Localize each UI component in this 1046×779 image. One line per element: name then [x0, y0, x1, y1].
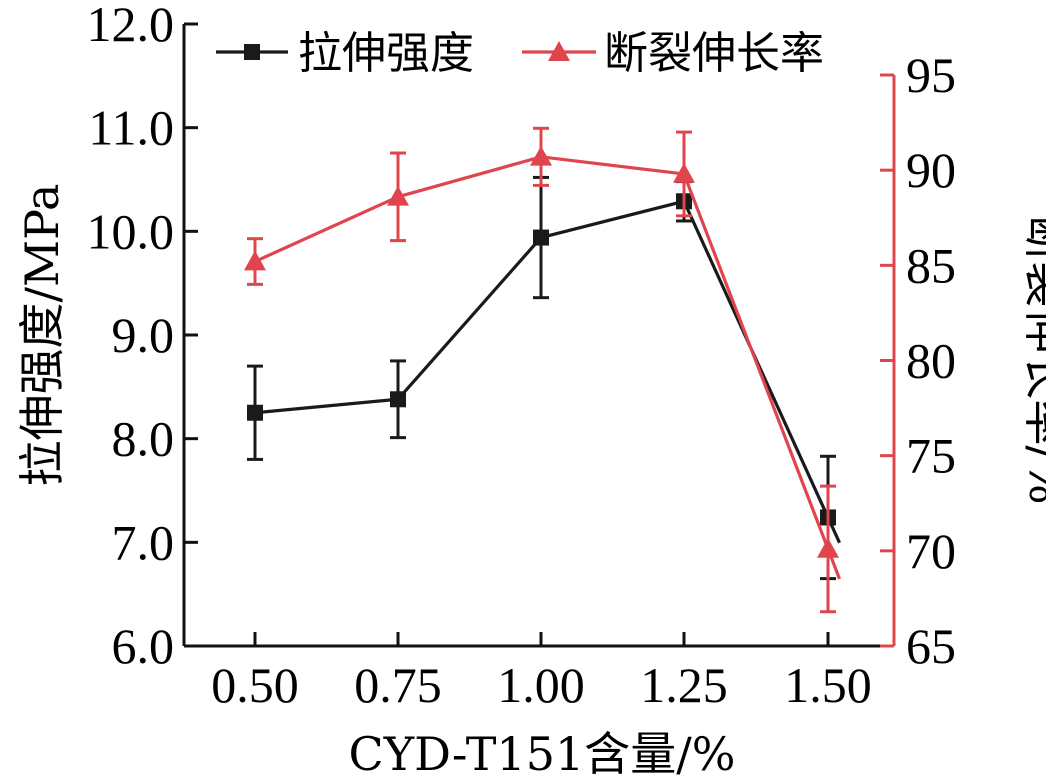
x-tick-label: 0.75: [354, 657, 442, 713]
data-point-triangle: [817, 537, 839, 558]
left-y-tick-label: 6.0: [112, 618, 175, 674]
x-axis-title: CYD-T151含量/%: [349, 727, 736, 779]
series-group: [244, 126, 842, 614]
legend-marker-triangle: [548, 41, 570, 61]
data-point-triangle: [530, 145, 552, 166]
x-tick-label: 1.00: [497, 657, 585, 713]
right-y-ticks: 65 70 75 80 85 90 95: [880, 47, 956, 674]
right-y-tick-label: 85: [906, 237, 956, 293]
legend: 拉伸强度 断裂伸长率: [216, 28, 824, 79]
left-y-tick-label: 9.0: [112, 307, 175, 363]
series-line: [254, 199, 841, 544]
series-elongation: [244, 126, 842, 614]
left-y-tick-label: 8.0: [112, 411, 175, 467]
left-y-axis-title: 拉伸强度/MPa: [15, 184, 69, 487]
x-tick-label: 1.25: [640, 657, 728, 713]
legend-marker-square: [244, 44, 260, 60]
left-y-tick-label: 12.0: [87, 0, 175, 52]
left-y-tick-label: 10.0: [87, 203, 175, 259]
right-y-tick-label: 75: [906, 428, 956, 484]
data-point-triangle: [244, 250, 266, 271]
right-y-axis-title: 断裂伸长率/%: [1019, 215, 1046, 504]
series-line: [254, 155, 842, 580]
right-y-tick-label: 65: [906, 618, 956, 674]
right-y-tick-label: 90: [906, 142, 956, 198]
x-tick-label: 1.50: [784, 657, 872, 713]
left-y-tick-label: 7.0: [112, 514, 175, 570]
data-point-square: [390, 391, 406, 408]
legend-label-tensile: 拉伸强度: [298, 28, 474, 79]
data-point-triangle: [673, 162, 695, 183]
series-tensile-strength: [247, 175, 841, 581]
data-point-square: [247, 404, 263, 421]
legend-label-elongation: 断裂伸长率: [604, 28, 824, 79]
data-point-square: [533, 229, 549, 246]
x-ticks: 0.50 0.75 1.00 1.25 1.50: [211, 632, 872, 713]
right-y-tick-label: 80: [906, 333, 956, 389]
plot-frame: [182, 24, 896, 648]
right-y-tick-label: 95: [906, 47, 956, 103]
left-y-ticks: 6.0 7.0 8.0 9.0 10.0 11.0 12.0: [87, 0, 198, 674]
left-y-tick-label: 11.0: [88, 100, 174, 156]
right-y-tick-label: 70: [906, 523, 956, 579]
x-tick-label: 0.50: [211, 657, 299, 713]
data-point-triangle: [387, 185, 409, 206]
